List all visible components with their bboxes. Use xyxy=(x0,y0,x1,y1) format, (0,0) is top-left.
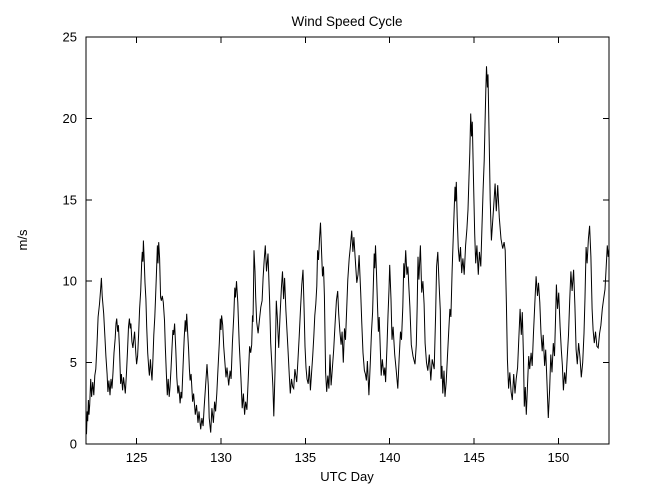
y-tick-label: 5 xyxy=(70,355,77,370)
x-tick-label: 125 xyxy=(126,450,148,465)
y-tick-label: 0 xyxy=(70,437,77,452)
x-axis-label: UTC Day xyxy=(320,469,374,484)
x-tick-label: 130 xyxy=(210,450,232,465)
chart-title: Wind Speed Cycle xyxy=(291,14,402,29)
x-tick-label: 140 xyxy=(379,450,401,465)
x-tick-label: 135 xyxy=(294,450,316,465)
y-tick-label: 25 xyxy=(63,30,77,45)
plot-area: 125 130 135 140 145 150 0 5 10 15 20 25 xyxy=(63,30,610,465)
x-tick-label: 145 xyxy=(463,450,485,465)
y-axis-label: m/s xyxy=(15,229,30,250)
y-tick-label: 20 xyxy=(63,111,77,126)
x-tick-label: 150 xyxy=(548,450,570,465)
wind-speed-line xyxy=(85,66,610,435)
y-tick-label: 15 xyxy=(63,192,77,207)
axis-box xyxy=(85,36,610,445)
y-tick-label: 10 xyxy=(63,274,77,289)
